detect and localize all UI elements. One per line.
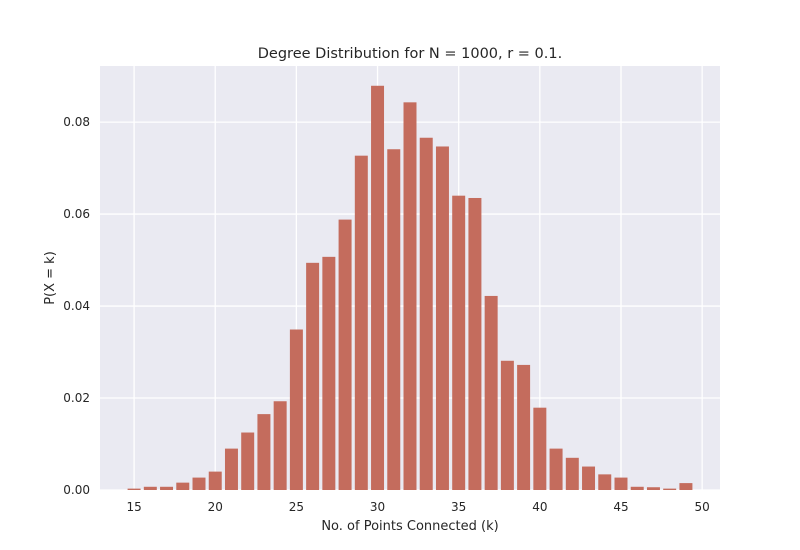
bar: [533, 407, 547, 490]
bar: [646, 487, 660, 490]
bar: [354, 155, 368, 490]
bar: [419, 137, 433, 491]
bar: [614, 477, 628, 490]
y-tick-label: 0.00: [63, 483, 90, 497]
y-tick-label: 0.04: [63, 299, 90, 313]
bar: [289, 329, 303, 490]
x-tick-label: 20: [208, 500, 223, 514]
x-tick-label: 35: [451, 500, 466, 514]
bar: [273, 401, 287, 490]
bar: [663, 488, 677, 490]
bar: [224, 448, 238, 490]
bar: [257, 414, 271, 490]
bar: [500, 360, 514, 490]
bar: [452, 195, 466, 491]
bar: [192, 477, 206, 490]
y-tick-labels: 0.00 0.02 0.04 0.06 0.08: [63, 115, 90, 497]
x-tick-label: 45: [613, 500, 628, 514]
x-tick-label: 25: [289, 500, 304, 514]
y-tick-label: 0.02: [63, 391, 90, 405]
bar: [517, 364, 531, 490]
bars: [127, 85, 693, 491]
bar: [484, 295, 498, 490]
bar: [143, 486, 157, 490]
y-tick-label: 0.08: [63, 115, 90, 129]
x-axis-label: No. of Points Connected (k): [321, 519, 498, 534]
bar: [338, 219, 352, 490]
bar: [403, 102, 417, 491]
bar: [630, 486, 644, 490]
bar: [549, 448, 563, 490]
bar: [565, 457, 579, 490]
bar: [598, 474, 612, 490]
bar: [127, 488, 141, 490]
bar: [306, 262, 320, 490]
bar: [160, 486, 174, 490]
x-tick-label: 15: [126, 500, 141, 514]
bar: [241, 432, 255, 490]
bar: [582, 466, 596, 490]
bar: [371, 85, 385, 490]
bar: [176, 482, 190, 490]
x-tick-label: 30: [370, 500, 385, 514]
x-tick-label: 50: [695, 500, 710, 514]
y-tick-label: 0.06: [63, 207, 90, 221]
bar: [435, 146, 449, 490]
bar: [387, 149, 401, 490]
bar: [468, 197, 482, 490]
bar: [679, 483, 693, 490]
bar: [322, 256, 336, 490]
x-tick-label: 40: [532, 500, 547, 514]
bar: [208, 471, 222, 490]
chart-title: Degree Distribution for N = 1000, r = 0.…: [258, 46, 562, 62]
y-axis-label: P(X = k): [43, 251, 58, 305]
x-tick-labels: 15 20 25 30 35 40 45 50: [126, 500, 709, 514]
